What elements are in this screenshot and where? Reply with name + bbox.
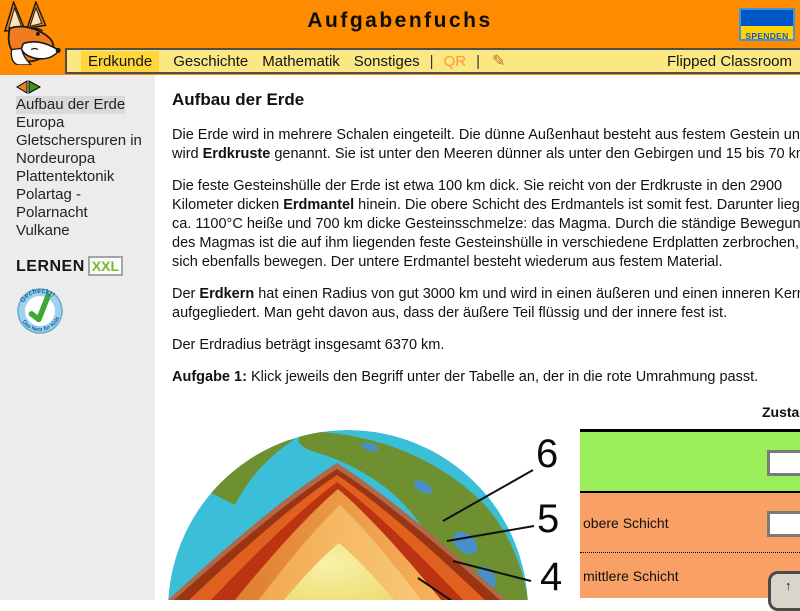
text-line: Kilometer dicken Erdmantel hinein. Die o… <box>172 197 800 213</box>
forward-arrow-icon[interactable] <box>28 80 41 94</box>
nav-item-erdkunde[interactable]: Erdkunde <box>81 50 160 72</box>
checkmark-icon <box>28 293 51 323</box>
sidebar-menu: Aufbau der Erde Europa Gletscherspuren in … <box>16 96 148 240</box>
lernen-xxl-logo[interactable]: LERNEN XXL <box>16 256 124 276</box>
row-label: obere Schicht <box>583 514 669 531</box>
nav-separator: | <box>429 52 434 70</box>
sidebar-item[interactable]: Europa <box>16 114 65 131</box>
xxl-logo-text: XXL <box>87 256 124 276</box>
back-forward-arrows-icon[interactable] <box>16 80 41 94</box>
sidebar-item[interactable]: Polartag - Polarnacht <box>16 186 88 221</box>
nav-items: Erdkunde Geschichte Mathematik Sonstiges <box>81 50 420 72</box>
lernen-logo-text: LERNEN <box>16 258 85 275</box>
paragraph: Der Erdradius beträgt insgesamt 6370 km. <box>172 336 800 355</box>
table-row-6 <box>580 432 800 493</box>
text-line: Die feste Gesteinshülle der Erde ist etw… <box>172 178 783 194</box>
text-line: Der Erdradius beträgt insgesamt 6370 km. <box>172 337 445 353</box>
up-arrow-button[interactable]: ↑ <box>768 571 800 611</box>
flag-yellow-stripe: SPENDEN <box>741 26 793 39</box>
pencil-icon[interactable]: ✎ <box>491 53 506 70</box>
layer-number-5: 5 <box>537 497 560 541</box>
text-line: Der Erdkern hat einen Radius von gut 300… <box>172 286 800 302</box>
sidebar: Aufbau der Erde Europa Gletscherspuren in … <box>0 75 155 600</box>
nav-bar: Erdkunde Geschichte Mathematik Sonstiges | … <box>65 48 800 74</box>
app-title: Aufgabenfuchs <box>307 9 493 32</box>
page-title: Aufbau der Erde <box>172 90 305 109</box>
nav-item-sonstiges[interactable]: Sonstiges <box>353 52 420 70</box>
row-label: mittlere Schicht <box>583 567 679 584</box>
layer-number-6: 6 <box>536 432 559 476</box>
text-line: Aufgabe 1: Klick jeweils den Begriff unt… <box>172 369 759 385</box>
up-arrow-icon: ↑ <box>785 578 792 593</box>
donate-label: SPENDEN <box>745 31 789 41</box>
task-table: obere Schicht mittlere Schicht ↑ <box>580 429 800 611</box>
nav-separator: | <box>476 52 480 70</box>
donate-button[interactable]: SPENDEN <box>739 8 795 41</box>
answer-input-row-6[interactable] <box>767 450 800 476</box>
text-line: wird Erdkruste genannt. Sie ist unter de… <box>172 146 800 162</box>
table-row-4: mittlere Schicht ↑ <box>580 553 800 611</box>
sidebar-item[interactable]: Aufbau der Erde <box>16 96 126 114</box>
sidebar-item[interactable]: Gletscherspuren in Nordeuropa <box>16 132 142 167</box>
flag-blue-stripe <box>741 10 793 26</box>
table-row-5: obere Schicht <box>580 493 800 553</box>
sidebar-item[interactable]: Vulkane <box>16 222 70 239</box>
sidebar-item[interactable]: Plattentektonik <box>16 168 115 185</box>
leader-lines <box>417 469 535 600</box>
answer-input-row-5[interactable] <box>767 511 800 537</box>
text-line: sich ebenfalls bewegen. Der untere Erdma… <box>172 254 723 270</box>
earth-cutaway-illustration <box>168 430 535 600</box>
nav-flipped-classroom-link[interactable]: Flipped Classroom <box>666 52 792 70</box>
nav-item-geschichte[interactable]: Geschichte <box>173 52 249 70</box>
fox-logo-icon <box>3 1 61 65</box>
gecheckt-badge-icon[interactable]: Gecheckt! Das Netz für Kids <box>11 282 68 341</box>
table-column-header-zustand: Zustand <box>762 404 800 420</box>
paragraph: Der Erdkern hat einen Radius von gut 300… <box>172 285 800 323</box>
text-line: Die Erde wird in mehrere Schalen eingete… <box>172 127 800 143</box>
nav-qr-link[interactable]: QR <box>443 52 467 70</box>
layer-number-4: 4 <box>540 555 563 599</box>
article-text: Die Erde wird in mehrere Schalen eingete… <box>172 126 800 400</box>
paragraph: Die Erde wird in mehrere Schalen eingete… <box>172 126 800 164</box>
earth-layers <box>168 463 506 600</box>
nav-item-mathematik[interactable]: Mathematik <box>262 52 340 70</box>
paragraph: Die feste Gesteinshülle der Erde ist etw… <box>172 177 800 272</box>
text-line: des Magmas ist die auf ihm liegenden fes… <box>172 235 800 251</box>
paragraph: Aufgabe 1: Klick jeweils den Begriff unt… <box>172 368 800 387</box>
text-line: ca. 1100°C heiße und 700 km dicke Gestei… <box>172 216 800 232</box>
text-line: aufgegliedert. Man geht davon aus, dass … <box>172 305 728 321</box>
back-arrow-icon[interactable] <box>16 80 28 94</box>
